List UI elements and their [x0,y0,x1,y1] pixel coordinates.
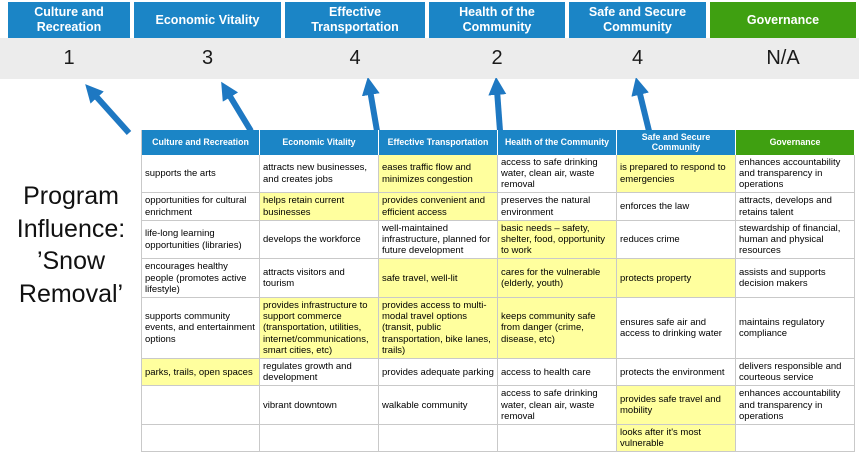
table-cell: eases traffic flow and minimizes congest… [379,154,498,194]
table-header-row: Culture and Recreation Economic Vitality E… [141,130,855,155]
table-header-cell: Effective Transportation [379,130,498,155]
scoreboard-scores: 1 3 4 2 4 N/A [0,38,859,79]
table-cell: attracts new businesses, and creates job… [260,154,379,194]
table-cell: access to safe drinking water, clean air… [498,386,617,426]
table-cell: reduces crime [617,220,736,260]
up-arrow-icon [488,78,507,132]
table-cell: protects property [617,259,736,298]
header-effective-transportation: Effective Transportation [285,2,425,38]
table-cell [498,425,617,453]
table-header-cell: Health of the Community [498,130,617,155]
table-cell: vibrant downtown [260,386,379,426]
up-arrow-icon [221,81,254,133]
table-cell: provides adequate parking [379,359,498,387]
score-economic-vitality: 3 [201,47,214,69]
table-cell: cares for the vulnerable (elderly, youth… [498,259,617,298]
table-row: supports community events, and entertain… [141,297,855,359]
table-cell: helps retain current businesses [260,193,379,221]
table-cell [141,386,260,426]
table-cell: enforces the law [617,193,736,221]
table-row: opportunities for cultural enrichment hel… [141,193,855,221]
table-cell [379,425,498,453]
table-row: looks after it's most vulnerable [141,425,855,453]
table-header-cell: Culture and Recreation [141,130,260,155]
table-cell: delivers responsible and courteous servi… [736,359,855,387]
table-cell: enhances accountability and transparency… [736,386,855,426]
table-row: life-long learning opportunities (librar… [141,220,855,260]
table-cell: supports community events, and entertain… [141,297,260,359]
table-cell: is prepared to respond to emergencies [617,154,736,194]
table-row: parks, trails, open spaces regulates grow… [141,359,855,387]
up-arrow-icon [361,78,380,132]
table-cell: access to safe drinking water, clean air… [498,154,617,194]
table-cell: parks, trails, open spaces [141,359,260,387]
table-cell: well-maintained infrastructure, planned … [379,220,498,260]
header-economic-vitality: Economic Vitality [134,2,281,38]
score-culture-and-recreation: 1 [63,47,75,69]
table-cell: safe travel, well-lit [379,259,498,298]
table-header-cell: Safe and Secure Community [617,130,736,155]
header-safe-and-secure-community: Safe and Secure Community [569,2,706,38]
table-header-cell: Governance [736,130,855,155]
table-cell: assists and supports decision makers [736,259,855,298]
table-cell: looks after it's most vulnerable [617,425,736,453]
table-cell: stewardship of financial, human and phys… [736,220,855,260]
score-safe-and-secure-community: 4 [631,47,644,69]
table-cell: keeps community safe from danger (crime,… [498,297,617,359]
table-cell: encourages healthy people (promotes acti… [141,259,260,298]
header-culture-and-recreation: Culture and Recreation [8,2,130,38]
score-effective-transportation: 4 [349,47,361,69]
table-cell: maintains regulatory compliance [736,297,855,359]
table-cell: life-long learning opportunities (librar… [141,220,260,260]
up-arrow-icon [85,84,132,136]
table-row: supports the arts attracts new businesses… [141,154,855,194]
header-health-of-the-community: Health of the Community [429,2,565,38]
header-governance: Governance [710,2,856,38]
table-cell: supports the arts [141,154,260,194]
influence-table: Culture and Recreation Economic Vitality E… [141,130,855,453]
table-cell: develops the workforce [260,220,379,260]
table-cell: provides convenient and efficient access [379,193,498,221]
table-cell [260,425,379,453]
table-cell: basic needs – safety, shelter, food, opp… [498,220,617,260]
table-cell: enhances accountability and transparency… [736,154,855,194]
page-title: Program Influence: ’Snow Removal’ [16,182,126,308]
table-cell: provides access to multi-modal travel op… [379,297,498,359]
table-cell: regulates growth and development [260,359,379,387]
table-row: vibrant downtown walkable community access… [141,386,855,426]
table-cell [736,425,855,453]
table-header-cell: Economic Vitality [260,130,379,155]
table-cell: access to health care [498,359,617,387]
table-cell: opportunities for cultural enrichment [141,193,260,221]
table-cell: walkable community [379,386,498,426]
table-cell: provides infrastructure to support comme… [260,297,379,359]
table-cell [141,425,260,453]
up-arrow-icon [631,78,652,132]
table-cell: provides safe travel and mobility [617,386,736,426]
table-cell: attracts visitors and tourism [260,259,379,298]
table-cell: preserves the natural environment [498,193,617,221]
table-cell: protects the environment [617,359,736,387]
score-arrows [85,78,652,136]
table-row: encourages healthy people (promotes acti… [141,259,855,298]
score-health-of-the-community: 2 [491,47,503,69]
scoreboard-headers: Culture and Recreation Economic Vitality… [0,2,856,38]
score-governance: N/A [766,47,800,69]
table-cell: ensures safe air and access to drinking … [617,297,736,359]
table-cell: attracts, develops and retains talent [736,193,855,221]
